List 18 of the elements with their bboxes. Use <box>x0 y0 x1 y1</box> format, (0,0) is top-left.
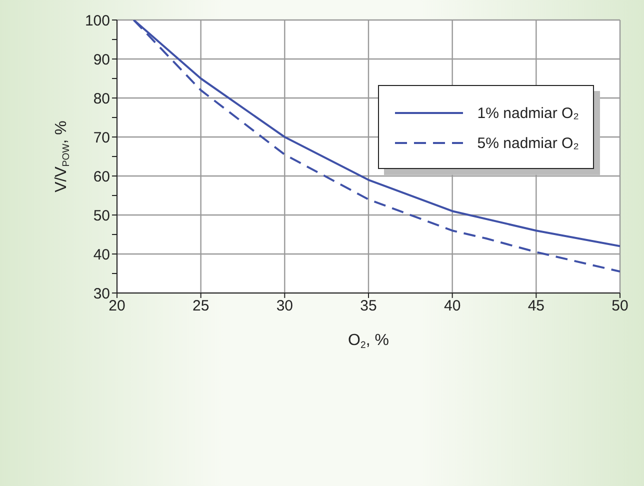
x-tick-label: 25 <box>192 298 210 315</box>
x-tick-label: 20 <box>108 298 126 315</box>
y-tick-label: 40 <box>93 246 110 264</box>
legend-label: 1% nadmiar O₂ <box>477 104 579 122</box>
x-tick-label: 45 <box>528 298 545 315</box>
y-tick-label: 80 <box>93 90 110 108</box>
x-tick-label: 30 <box>276 298 294 315</box>
x-tick-label: 50 <box>612 298 628 315</box>
y-tick-label: 30 <box>93 285 110 302</box>
x-axis-title: O$_{2}$, % <box>348 332 389 350</box>
y-tick-label: 70 <box>93 129 110 146</box>
y-tick-label: 90 <box>93 51 110 68</box>
y-tick-label: 50 <box>93 207 110 224</box>
legend-label: 5% nadmiar O₂ <box>477 134 579 152</box>
x-tick-label: 40 <box>444 298 461 315</box>
y-tick-label: 100 <box>84 12 110 30</box>
x-tick-label: 35 <box>360 298 377 315</box>
y-tick-label: 60 <box>93 168 110 186</box>
